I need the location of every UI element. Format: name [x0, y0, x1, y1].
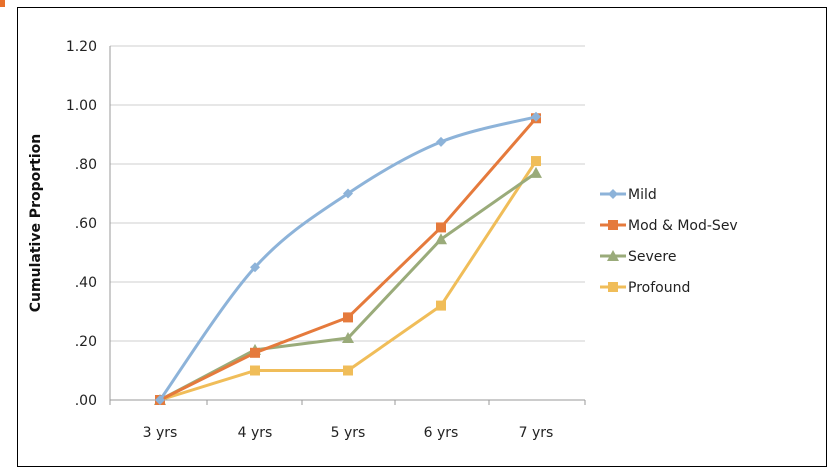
x-tick-label: 4 yrs: [238, 425, 273, 441]
series-mild: [155, 111, 541, 405]
data-point: [435, 233, 447, 245]
legend-marker: [608, 189, 618, 199]
data-point: [436, 222, 446, 233]
legend-marker: [607, 250, 619, 261]
x-tick-label: 7 yrs: [519, 425, 554, 441]
series-line: [159, 117, 538, 402]
series-mod-mod-sev: [155, 113, 541, 405]
legend-entry: Severe: [600, 249, 676, 265]
data-point: [342, 332, 354, 344]
data-point: [343, 365, 353, 376]
title-accent-bar: [0, 0, 5, 7]
legend: Mild Mod & Mod-Sev Severe Profound: [600, 187, 738, 296]
legend-marker: [608, 220, 618, 230]
data-point: [250, 365, 260, 376]
data-point: [531, 111, 541, 122]
slide-title-strip: [0, 0, 835, 7]
y-tick-label: .00: [75, 393, 97, 409]
y-tick-label: 1.00: [66, 98, 97, 114]
series-lines: [154, 111, 542, 405]
y-tick-labels: .00 .20 .40 .60 .80 1.00 1.20: [66, 39, 97, 409]
data-point: [530, 166, 542, 178]
series-line: [158, 115, 537, 401]
legend-entry: Mod & Mod-Sev: [600, 218, 738, 234]
data-point: [436, 136, 446, 147]
data-point: [343, 312, 353, 323]
data-point: [155, 395, 165, 405]
y-axis-label: Cumulative Proportion: [28, 134, 44, 312]
y-tick-label: .80: [75, 157, 97, 173]
data-point: [531, 156, 541, 167]
line-chart: .00 .20 .40 .60 .80 1.00 1.20 3 yrs 4 yrs 5 yrs 6…: [28, 39, 738, 441]
legend-label: Mod & Mod-Sev: [628, 218, 738, 234]
y-tick-label: .20: [75, 334, 97, 350]
x-tick-labels: 3 yrs 4 yrs 5 yrs 6 yrs 7 yrs: [143, 425, 554, 441]
chart-frame: [17, 7, 827, 467]
legend-label: Severe: [628, 249, 676, 265]
data-point: [343, 188, 353, 199]
data-point: [250, 347, 260, 358]
legend-marker: [608, 282, 618, 292]
legend-entry: Mild: [600, 187, 657, 203]
gridlines: [110, 45, 585, 401]
x-tick-label: 3 yrs: [143, 425, 178, 441]
y-tick-label: .60: [75, 216, 97, 232]
data-point: [250, 262, 260, 273]
x-tick-label: 5 yrs: [331, 425, 366, 441]
legend-label: Mild: [628, 187, 657, 203]
legend-label: Profound: [628, 280, 690, 296]
data-point: [436, 300, 446, 311]
y-tick-label: .40: [75, 275, 97, 291]
axes: [109, 46, 586, 405]
x-tick-label: 6 yrs: [424, 425, 459, 441]
y-tick-label: 1.20: [66, 39, 97, 55]
legend-entry: Profound: [600, 280, 690, 296]
